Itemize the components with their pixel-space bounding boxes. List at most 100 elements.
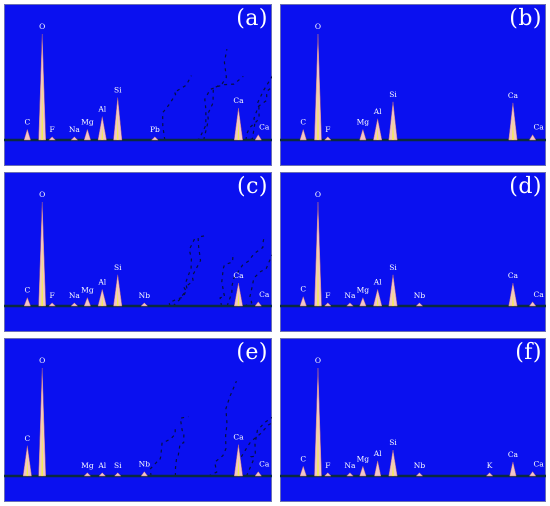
spectrum-noise-e (149, 380, 272, 477)
peak-label-al-f: Al (373, 449, 382, 458)
spectrum-noise-a (161, 48, 272, 141)
peak-core-al-b (376, 126, 379, 140)
peak-nb-f (415, 472, 424, 477)
peak-label-nb-d: Nb (414, 291, 426, 300)
peak-pb-a (151, 136, 159, 141)
peak-nb-d (415, 302, 424, 307)
peak-label-f-c: F (49, 291, 54, 300)
peak-label-mg-b: Mg (357, 117, 370, 126)
peak-mg-a (83, 128, 91, 141)
peak-label-ca-f: Ca (534, 460, 545, 469)
peak-mg-d (359, 296, 367, 307)
spectrum-panel-f: C O F Na Mg Al Si Nb K Ca Ca (f) (280, 338, 546, 502)
spectrum-peaks-e: C O Mg Al Si Nb Ca Ca (22, 356, 270, 477)
peak-label-al-d: Al (373, 277, 382, 286)
peak-label-ca-f: Ca (508, 450, 519, 459)
peak-label-mg-d: Mg (357, 286, 370, 295)
peak-label-f-f: F (325, 461, 330, 470)
peak-label-ca-d: Ca (534, 290, 545, 299)
peak-al-f (374, 460, 382, 477)
spectrum-noise-c (168, 235, 272, 307)
peak-label-al-b: Al (373, 107, 382, 116)
peak-ca-e (254, 471, 262, 477)
peak-core-o-e (41, 405, 44, 476)
peak-core-ca-b (512, 115, 514, 140)
peak-label-o-a: O (39, 22, 45, 31)
peak-ca-f (509, 461, 517, 477)
peak-label-o-d: O (315, 190, 321, 199)
peak-mg-b (359, 128, 367, 141)
peak-core-o-a (41, 71, 44, 140)
peak-label-c-b: C (300, 117, 306, 126)
peak-label-nb-e: Nb (139, 460, 151, 469)
peak-na-d (346, 302, 354, 307)
peak-core-ca-e (237, 455, 240, 476)
peak-f-b (324, 136, 332, 141)
peak-nb-e (140, 471, 149, 477)
peak-label-o-e: O (39, 356, 45, 365)
peak-label-c-d: C (300, 285, 306, 294)
peak-label-o-c: O (39, 190, 45, 199)
spectrum-panel-c: C O F Na Mg Al Si Nb Ca Ca (c) (4, 172, 272, 332)
peak-label-ca-b: Ca (534, 123, 545, 132)
peak-core-si-f (392, 459, 394, 476)
peak-label-ca-e: Ca (233, 433, 244, 442)
peak-f-d (324, 302, 332, 307)
spectrum-panel-d: C O F Na Mg Al Si Nb Ca Ca (d) (280, 172, 546, 332)
peak-label-na-d: Na (344, 291, 356, 300)
peak-na-c (70, 302, 79, 307)
peak-label-mg-c: Mg (81, 286, 94, 295)
peak-core-ca-c (237, 291, 240, 306)
peak-label-pb-a: Pb (150, 125, 160, 134)
peak-label-o-f: O (315, 356, 321, 365)
spectrum-panel-a: C O F Na Mg Al Si Pb Ca Ca (a) (4, 4, 272, 166)
peak-core-al-a (101, 124, 104, 140)
peak-core-c-e (26, 456, 29, 476)
peak-label-ca-c: Ca (259, 290, 270, 299)
panel-label-d: (d) (509, 174, 542, 199)
spectrum-panel-e: C O Mg Al Si Nb Ca Ca (e) (4, 338, 272, 502)
peak-core-o-c (41, 238, 44, 306)
peak-label-c-e: C (24, 434, 30, 443)
peak-ca-d (528, 301, 537, 307)
peak-core-ca-a (237, 119, 240, 140)
peak-label-c-a: C (24, 117, 30, 126)
peak-label-ca-a: Ca (233, 96, 244, 105)
peak-f-c (48, 302, 56, 307)
peak-core-o-b (317, 71, 319, 140)
peak-f-f (324, 472, 332, 477)
peak-nb-c (140, 302, 149, 307)
panel-label-e: (e) (236, 340, 268, 365)
peak-label-ca-e: Ca (259, 460, 270, 469)
peak-core-o-f (317, 405, 319, 476)
peak-label-al-c: Al (97, 277, 106, 286)
peak-label-f-b: F (325, 125, 330, 134)
peak-label-si-f: Si (389, 438, 397, 447)
peak-label-ca-a: Ca (259, 123, 270, 132)
peak-na-a (70, 136, 79, 141)
peak-label-mg-f: Mg (357, 454, 370, 463)
peak-core-al-c (101, 295, 104, 306)
peak-label-ca-c: Ca (233, 271, 244, 280)
peak-k-f (485, 472, 494, 477)
peak-si-e (113, 472, 122, 477)
peak-label-f-d: F (325, 291, 330, 300)
peak-label-si-b: Si (389, 90, 397, 99)
peak-label-na-a: Na (69, 125, 81, 134)
peak-al-e (98, 472, 107, 477)
panel-label-c: (c) (237, 174, 268, 199)
peak-mg-f (359, 465, 367, 477)
peak-c-c (23, 296, 31, 307)
peak-core-si-a (116, 112, 119, 140)
peak-label-si-c: Si (114, 263, 122, 272)
panel-label-f: (f) (515, 340, 542, 365)
